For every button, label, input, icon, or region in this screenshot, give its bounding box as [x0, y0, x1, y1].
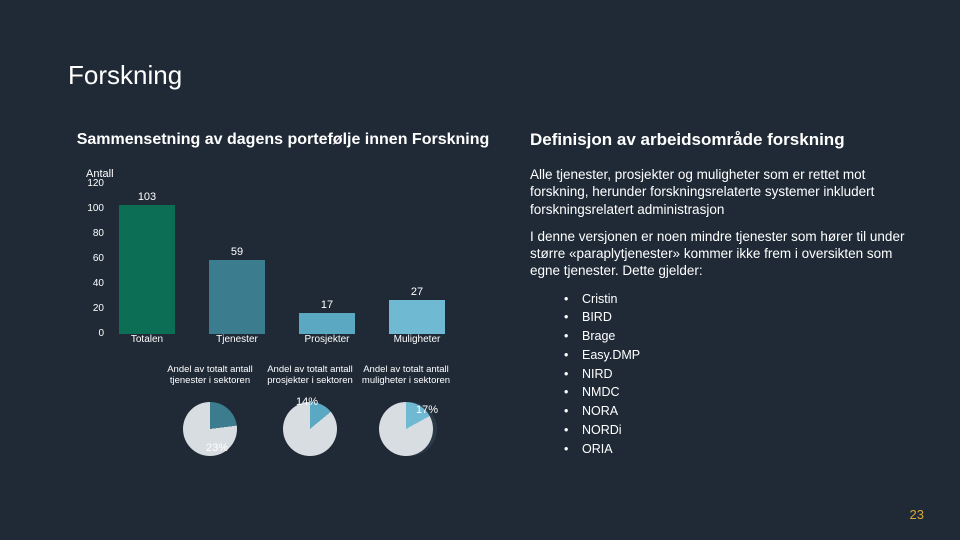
- pie-percent-label: 23%: [206, 442, 228, 454]
- bullet-text: Brage: [582, 327, 615, 346]
- bullet-item: •NMDC: [564, 383, 920, 402]
- bar: [119, 205, 175, 334]
- left-column: Sammensetning av dagens portefølje innen…: [68, 130, 498, 472]
- pie-percent-label: 17%: [416, 404, 438, 416]
- bullet-dot-icon: •: [564, 346, 582, 365]
- bar-group: 59: [206, 260, 268, 334]
- chart-title: Sammensetning av dagens portefølje innen…: [68, 130, 498, 150]
- bullet-item: •NORA: [564, 402, 920, 421]
- bullet-dot-icon: •: [564, 365, 582, 384]
- page-number: 23: [910, 507, 924, 522]
- bullet-item: •NIRD: [564, 365, 920, 384]
- x-label: Muligheter: [377, 334, 457, 345]
- bar-chart-x-labels: TotalenTjenesterProsjekterMuligheter: [108, 334, 446, 350]
- page-title: Forskning: [68, 60, 182, 91]
- x-label: Tjenester: [197, 334, 277, 345]
- pie-percent-label: 14%: [296, 396, 318, 408]
- bar-group: 103: [116, 205, 178, 334]
- bullet-dot-icon: •: [564, 421, 582, 440]
- bullet-item: •NORDi: [564, 421, 920, 440]
- bullet-dot-icon: •: [564, 290, 582, 309]
- bar-chart: 120100806040200 103 59 17 27: [76, 184, 446, 334]
- pie-chart: 14%: [260, 402, 360, 456]
- pie-chart: 17%: [356, 402, 456, 456]
- bar-group: 27: [386, 300, 448, 334]
- right-paragraph-1: Alle tjenester, prosjekter og muligheter…: [530, 166, 920, 218]
- bullet-dot-icon: •: [564, 402, 582, 421]
- bullet-text: Cristin: [582, 290, 617, 309]
- bar-value-label: 59: [206, 246, 268, 258]
- bullet-dot-icon: •: [564, 308, 582, 327]
- bar-chart-plot: 103 59 17 27: [108, 184, 446, 334]
- bullet-text: BIRD: [582, 308, 612, 327]
- bullet-item: •BIRD: [564, 308, 920, 327]
- right-column: Definisjon av arbeidsområde forskning Al…: [530, 130, 920, 458]
- bar: [389, 300, 445, 334]
- pie-sub-label: Andel av totalt antall tjenester i sekto…: [160, 364, 260, 387]
- bar: [299, 313, 355, 334]
- bullet-text: NMDC: [582, 383, 620, 402]
- x-label: Prosjekter: [287, 334, 367, 345]
- bar: [209, 260, 265, 334]
- bullet-dot-icon: •: [564, 440, 582, 459]
- right-paragraph-2: I denne versjonen er noen mindre tjenest…: [530, 228, 920, 280]
- bullet-text: ORIA: [582, 440, 613, 459]
- bullet-item: •Easy.DMP: [564, 346, 920, 365]
- pie-sub-label: Andel av totalt antall muligheter i sekt…: [356, 364, 456, 387]
- bar-value-label: 17: [296, 299, 358, 311]
- pies-row: 23% 14% 17%: [108, 402, 446, 472]
- bullet-text: NORDi: [582, 421, 622, 440]
- bar-value-label: 27: [386, 286, 448, 298]
- bullet-item: •Cristin: [564, 290, 920, 309]
- x-label: Totalen: [107, 334, 187, 345]
- bullet-text: NORA: [582, 402, 618, 421]
- bullet-item: •ORIA: [564, 440, 920, 459]
- bar-chart-y-axis: 120100806040200: [76, 184, 104, 334]
- bullet-dot-icon: •: [564, 327, 582, 346]
- bullet-dot-icon: •: [564, 383, 582, 402]
- bar-value-label: 103: [116, 191, 178, 203]
- bullet-text: Easy.DMP: [582, 346, 640, 365]
- bullet-item: •Brage: [564, 327, 920, 346]
- right-title: Definisjon av arbeidsområde forskning: [530, 130, 920, 150]
- bullet-list: •Cristin•BIRD•Brage•Easy.DMP•NIRD•NMDC•N…: [564, 290, 920, 459]
- pie-chart: 23%: [160, 402, 260, 456]
- antall-label: Antall: [86, 168, 498, 180]
- pie-slice: [283, 402, 337, 456]
- bullet-text: NIRD: [582, 365, 613, 384]
- pie-sub-label: Andel av totalt antall prosjekter i sekt…: [260, 364, 360, 387]
- bar-group: 17: [296, 313, 358, 334]
